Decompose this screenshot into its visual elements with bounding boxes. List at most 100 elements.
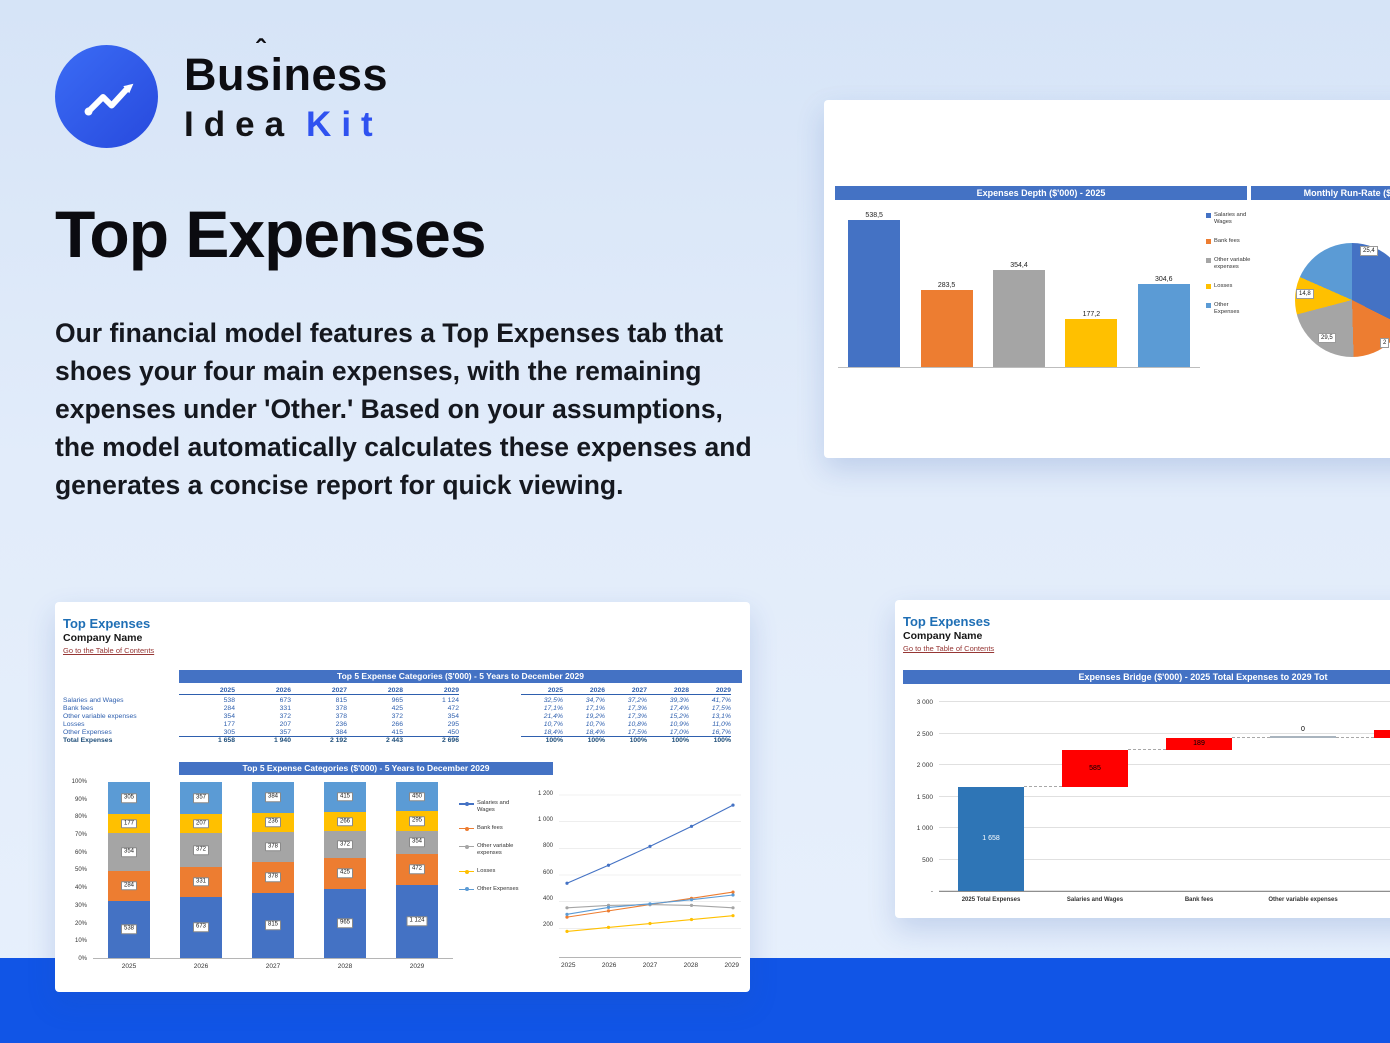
gridline (939, 732, 1390, 734)
bar-3 (1065, 319, 1118, 367)
segment-label: 357 (192, 793, 210, 803)
bridge-y-axis: 3 000 2 500 2 000 1 500 1 000 500 - (899, 699, 933, 895)
x-category-label: Losses (1355, 897, 1390, 903)
cell-percent: 2027 (605, 687, 647, 695)
legend-swatch-icon (1206, 283, 1211, 289)
cell-value: 2 443 (347, 736, 403, 744)
series-legend: Salaries and Wages Bank fees Other variabl… (459, 800, 523, 893)
legend-item: Other variable expenses (1206, 257, 1252, 271)
cell-percent: 16,7% (711, 728, 731, 736)
expenses-depth-legend: Salaries and Wages Bank fees Other variabl… (1206, 212, 1252, 316)
total-expenses-row: Total Expenses 1 658 1 940 2 192 2 443 2 696 1… (63, 736, 742, 744)
y-tick-label: 1 500 (916, 793, 933, 801)
cell-percent: 2029 (689, 687, 731, 695)
segment-label: 284 (120, 881, 138, 891)
segment-label: 207 (192, 819, 210, 829)
cell-percent: 17,3% (627, 712, 647, 720)
table-of-contents-link[interactable]: Go to the Table of Contents (903, 644, 995, 653)
cell-percent: 2026 (563, 687, 605, 695)
bridge-bar-0: 1 658 (958, 786, 1024, 891)
legend-item: Salaries and Wages (459, 800, 523, 814)
cell-percent: 100% (605, 736, 647, 744)
cell-percent: 17,4% (669, 704, 689, 712)
cell-percent: 2028 (647, 687, 689, 695)
x-category-label: Bank fees (1184, 897, 1214, 903)
legend-label: Salaries and Wages (1214, 212, 1247, 225)
cell-value: 378 (335, 712, 347, 720)
cell-percent: 10,9% (669, 720, 689, 728)
top-expenses-sheet-card: Top Expenses Company Name Go to the Tabl… (55, 602, 750, 992)
cell-value: 415 (391, 728, 403, 736)
waterfall-chart: 1 658 585 189 0 (939, 701, 1390, 892)
bar-segment: 1 124 (396, 884, 438, 958)
y-tick-label: 3 000 (916, 699, 933, 706)
line-x-axis: 2025 2026 2027 2028 2029 (559, 962, 741, 969)
cell-percent: 37,2% (627, 696, 647, 704)
segment-label: 266 (336, 816, 354, 827)
legend-line-icon (459, 869, 474, 874)
cell-percent: 2025 (521, 687, 563, 695)
segment-label: 354 (120, 847, 138, 857)
bar-segment: 815 (252, 892, 294, 958)
cell-value: 207 (279, 720, 291, 728)
bar-4 (1137, 284, 1190, 367)
segment-label: 815 (264, 920, 282, 930)
bar-segment: 378 (252, 862, 294, 893)
legend-label: Other Expenses (1214, 301, 1240, 315)
segment-label: 425 (336, 868, 354, 878)
y-tick-label: 1 000 (916, 825, 933, 832)
row-label: Other Expenses (63, 728, 112, 736)
stacked-bar-chart: 538 284 354 177 305 673 331 372 207 357 815 378 378 2… (93, 781, 453, 959)
cell-percent: 34,7% (585, 696, 605, 704)
legend-swatch-icon (1206, 238, 1211, 244)
expenses-bridge-banner: Expenses Bridge ($'000) - 2025 Total Exp… (903, 670, 1390, 684)
pie-label: 29,5 (1318, 333, 1336, 343)
pie-label: 2 (1380, 338, 1390, 348)
segment-label: 673 (192, 922, 210, 933)
x-tick-label: 2029 (724, 962, 739, 969)
cell-value: 2027 (291, 687, 347, 695)
legend-swatch-icon (1206, 302, 1211, 308)
bar-segment: 673 (180, 896, 222, 958)
legend-item: Bank fees (459, 825, 523, 832)
bar-column: 304,6 (1137, 276, 1190, 367)
x-tick-label: 2027 (642, 962, 658, 969)
legend-label: Other Expenses (477, 885, 519, 892)
bar-segment: 207 (180, 814, 222, 834)
cell-percent: 10,7% (585, 720, 605, 728)
gridline (939, 764, 1390, 765)
cell-percent: 18,4% (543, 728, 563, 736)
expenses-bridge-card: Top Expenses Company Name Go to the Tabl… (895, 600, 1390, 918)
bar-2 (992, 270, 1045, 367)
cell-value: 331 (279, 704, 291, 712)
bar-segment: 354 (108, 833, 150, 871)
legend-marker-icon (464, 844, 469, 849)
row-label: Other variable expenses (63, 712, 137, 720)
cell-value: 2028 (347, 687, 403, 695)
logo-line-ideakit: Idea Kit (184, 105, 388, 145)
bar-segment: 538 (108, 900, 150, 958)
legend-label: Losses (1214, 282, 1233, 289)
cell-percent: 100% (521, 736, 563, 744)
segment-label: 965 (336, 918, 354, 928)
y-tick-label: 2 500 (916, 730, 933, 738)
expense-table: 2025 2026 2027 2028 2029 2025 2026 2027 2028 2029… (63, 686, 742, 744)
line-chart (559, 788, 741, 958)
cell-value: 450 (447, 728, 459, 736)
row-label: Salaries and Wages (63, 696, 124, 704)
expense-row: Salaries and Wages 538 673 815 965 1 124 32,5%… (63, 696, 742, 704)
bar-label: 189 (1193, 740, 1205, 748)
x-tick-label: 2025 (561, 962, 576, 969)
sheet-title: Top Expenses (63, 616, 151, 631)
cell-percent: 17,3% (627, 704, 647, 712)
cell-value: 2029 (403, 687, 459, 695)
bar-0 (848, 220, 901, 367)
cell-value: 236 (335, 720, 347, 728)
x-tick-label: 2026 (193, 963, 209, 970)
cell-percent: 13,1% (711, 712, 731, 720)
legend-item: Other variable expenses (459, 843, 523, 857)
bar-value-label: 354,4 (1010, 262, 1028, 269)
table-of-contents-link[interactable]: Go to the Table of Contents (63, 646, 155, 655)
expense-row: Losses 177 207 236 266 295 10,7% 10,7% 10,8% 10,9… (63, 720, 742, 728)
gridline (939, 827, 1390, 828)
